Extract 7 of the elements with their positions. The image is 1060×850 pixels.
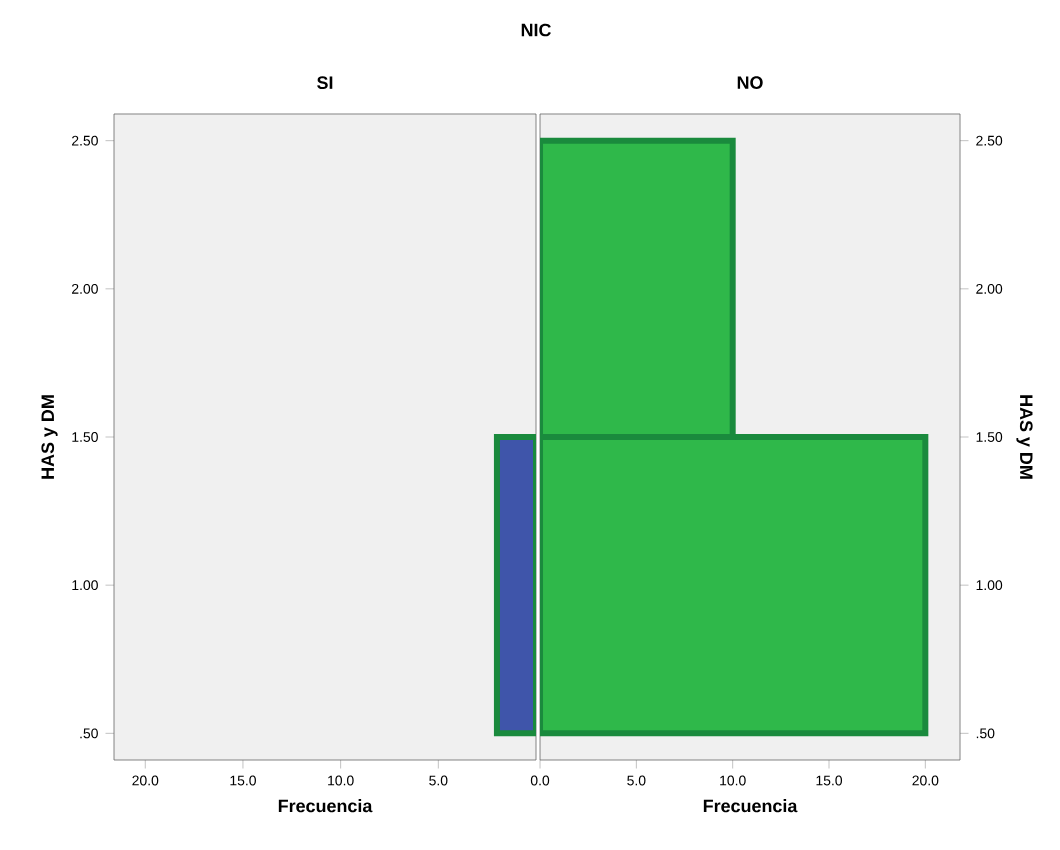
y2-axis-title: HAS y DM — [1016, 395, 1033, 479]
chart-subtitle: NO — [737, 76, 763, 90]
chart-title: NIC — [521, 23, 551, 37]
chart-subtitle: SI — [317, 76, 333, 90]
x-axis-title: Frecuencia — [703, 799, 798, 813]
x-axis-title: Frecuencia — [278, 799, 373, 813]
y-axis-title: HAS y DM — [41, 395, 58, 479]
